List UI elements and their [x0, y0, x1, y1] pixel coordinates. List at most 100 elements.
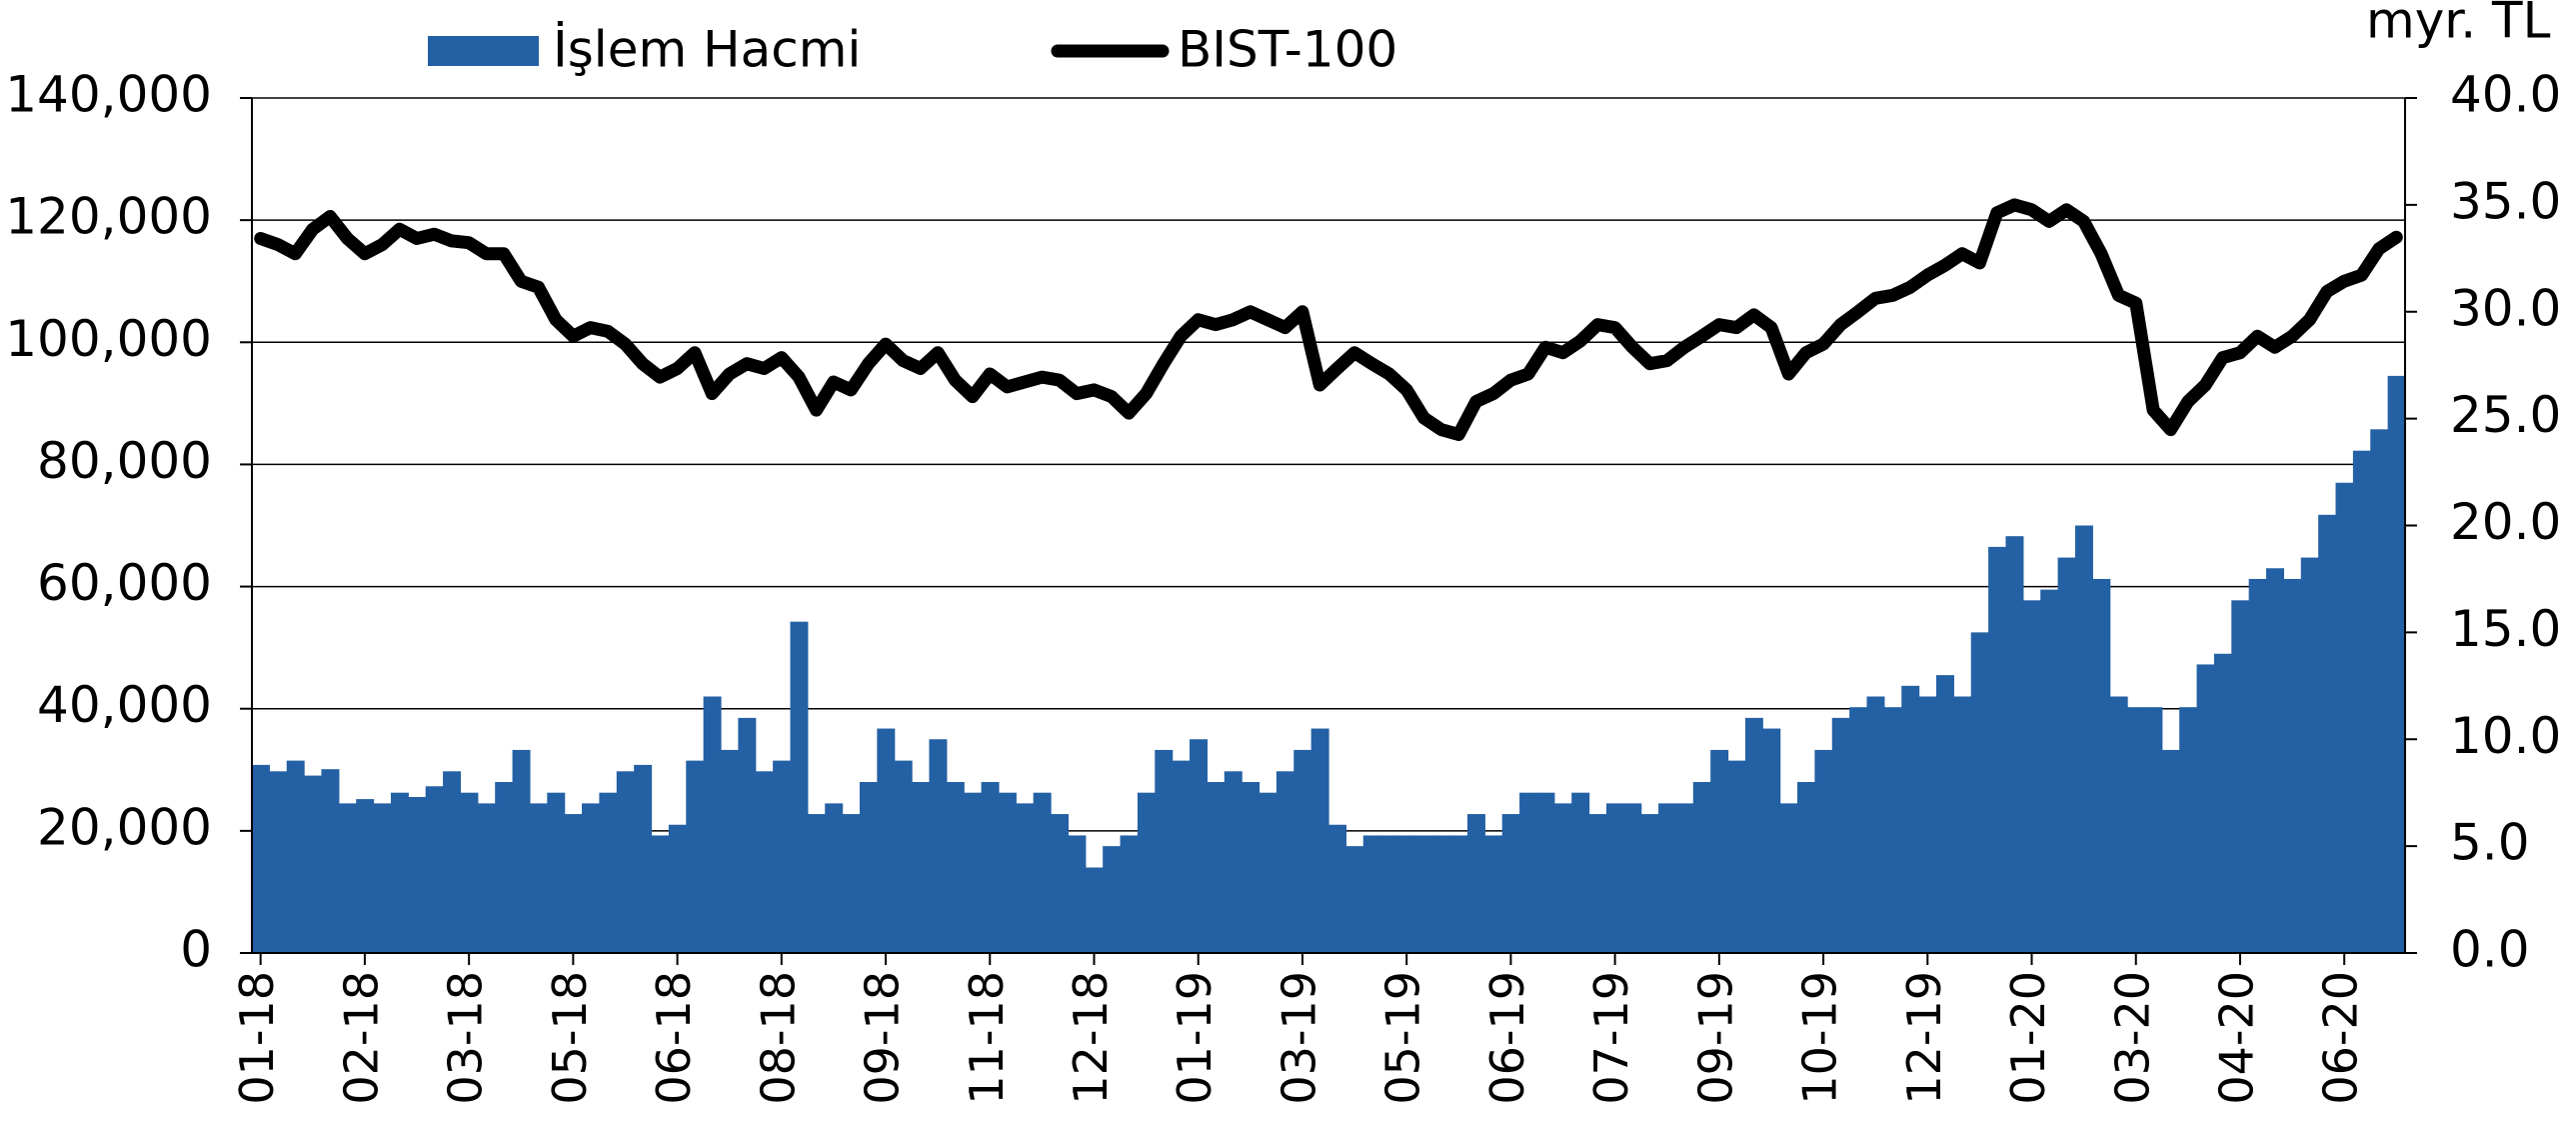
- bar: [2022, 600, 2041, 953]
- bar: [1501, 814, 1520, 953]
- bar: [668, 824, 687, 953]
- bar: [338, 803, 357, 953]
- bar: [1831, 717, 1850, 953]
- y-tick-label: 0: [180, 921, 212, 979]
- bar: [2318, 514, 2337, 953]
- bar: [616, 771, 635, 953]
- bar: [1901, 685, 1920, 953]
- bar: [755, 771, 774, 953]
- x-tick-label: 03-19: [1272, 971, 1325, 1105]
- bar: [1779, 803, 1798, 953]
- x-tick-label: 08-18: [751, 971, 805, 1105]
- bar: [1640, 814, 1659, 953]
- bar: [2370, 429, 2389, 953]
- bar: [842, 814, 861, 953]
- x-tick-label: 01-18: [230, 971, 284, 1105]
- bar: [2179, 707, 2198, 953]
- bar: [1692, 782, 1711, 953]
- bar: [1120, 835, 1139, 953]
- bar: [1744, 717, 1763, 953]
- x-tick-label: 05-19: [1376, 971, 1430, 1105]
- bar: [1814, 749, 1833, 953]
- bar: [773, 760, 792, 953]
- bar: [529, 803, 548, 953]
- legend-label: BIST-100: [1178, 21, 1397, 79]
- bar: [1762, 728, 1781, 953]
- bar: [373, 803, 392, 953]
- bar: [2283, 578, 2302, 953]
- y-tick-label: 20,000: [37, 798, 212, 856]
- y-tick-label: 60,000: [37, 554, 212, 612]
- x-tick-label: 05-18: [543, 971, 597, 1105]
- bar: [1675, 803, 1694, 953]
- bar: [1033, 792, 1052, 953]
- y2-tick-label: 0.0: [2450, 921, 2530, 979]
- y2-tick-label: 10.0: [2450, 707, 2561, 765]
- x-tick-label: 10-19: [1793, 971, 1847, 1105]
- bar: [825, 803, 844, 953]
- bar: [1797, 782, 1815, 953]
- bar: [443, 771, 462, 953]
- bar: [582, 803, 601, 953]
- bar: [2057, 557, 2076, 953]
- bar: [1883, 707, 1902, 953]
- bar: [807, 814, 826, 953]
- x-tick-label: 12-19: [1897, 971, 1951, 1105]
- bar: [1172, 760, 1191, 953]
- bar: [1190, 739, 1209, 953]
- bar: [477, 803, 496, 953]
- bar: [1414, 835, 1433, 953]
- bar: [1259, 792, 1278, 953]
- bar: [2074, 525, 2093, 953]
- bar: [1484, 835, 1503, 953]
- x-tick-label: 09-19: [1688, 971, 1742, 1105]
- x-tick-label: 02-18: [334, 971, 388, 1105]
- y-tick-label: 120,000: [5, 188, 212, 246]
- bar: [304, 775, 323, 953]
- bar: [1207, 782, 1226, 953]
- bar: [964, 792, 983, 953]
- y2-tick-label: 40.0: [2450, 66, 2561, 124]
- y2-tick-label: 25.0: [2450, 386, 2561, 444]
- bar: [721, 749, 739, 953]
- x-tick-label: 07-19: [1584, 971, 1638, 1105]
- bar: [425, 786, 444, 953]
- bar: [2387, 375, 2406, 953]
- bar: [321, 769, 340, 953]
- bar: [2266, 568, 2285, 953]
- bar: [1536, 792, 1555, 953]
- bar: [2127, 707, 2146, 953]
- y-tick-label: 100,000: [5, 310, 212, 368]
- legend-swatch: [428, 36, 539, 66]
- bar: [1380, 835, 1399, 953]
- bar: [790, 621, 809, 953]
- bar: [946, 782, 965, 953]
- bar: [2144, 707, 2163, 953]
- bar: [929, 739, 948, 953]
- y2-axis-label: myr. TL: [2366, 0, 2551, 50]
- x-tick-label: 12-18: [1064, 971, 1118, 1105]
- bar: [408, 796, 427, 953]
- y-tick-label: 140,000: [5, 66, 212, 124]
- bar: [2040, 589, 2059, 953]
- bar: [1935, 675, 1954, 953]
- bar: [1970, 632, 1989, 953]
- x-tick-label: 09-18: [856, 971, 910, 1105]
- bar: [1362, 835, 1381, 953]
- bar: [877, 728, 896, 953]
- bar: [1224, 771, 1243, 953]
- bar: [1866, 696, 1885, 953]
- y-tick-label: 80,000: [37, 432, 212, 490]
- bar: [1918, 696, 1937, 953]
- bar: [859, 782, 878, 953]
- bar: [1137, 792, 1156, 953]
- x-tick-label: 11-18: [960, 971, 1014, 1105]
- bar: [998, 792, 1017, 953]
- bar: [1085, 867, 1104, 953]
- bar: [1310, 728, 1329, 953]
- bar: [252, 764, 270, 953]
- bar: [981, 782, 1000, 953]
- bar: [495, 782, 514, 953]
- bar: [460, 792, 479, 953]
- bar: [912, 782, 931, 953]
